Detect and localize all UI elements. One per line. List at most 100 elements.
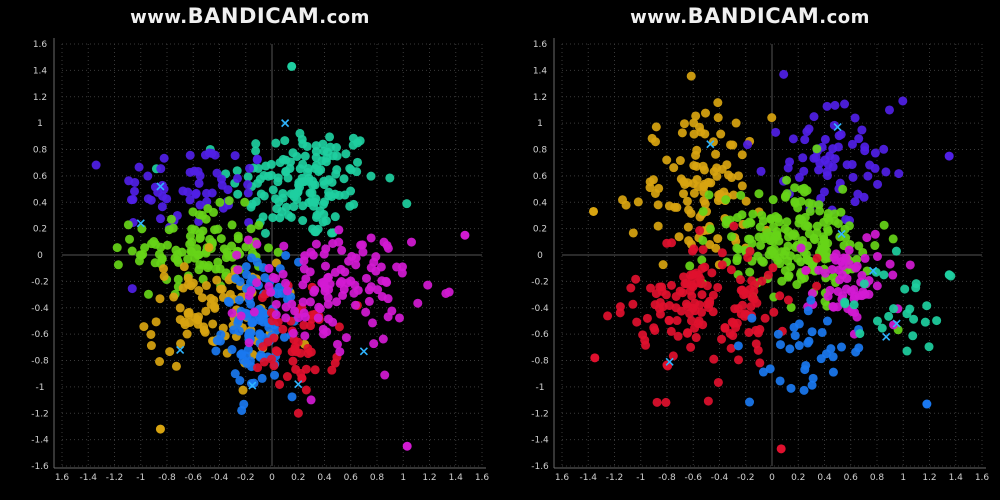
data-point-purple bbox=[193, 166, 203, 176]
data-point-green bbox=[775, 253, 785, 263]
data-point-gold bbox=[692, 145, 702, 155]
x-tick-label: 1.4 bbox=[449, 473, 464, 483]
data-point-gold bbox=[183, 308, 193, 318]
data-point-gold bbox=[737, 181, 747, 191]
data-point-gold bbox=[176, 339, 186, 349]
data-point-teal bbox=[258, 212, 268, 222]
data-point-magenta bbox=[395, 313, 405, 323]
y-tick-label: 1.4 bbox=[533, 66, 548, 76]
data-point-purple bbox=[230, 151, 240, 161]
data-point-red bbox=[661, 397, 671, 407]
data-point-red bbox=[649, 323, 659, 333]
data-point-red bbox=[686, 342, 696, 352]
data-point-purple bbox=[157, 202, 167, 212]
data-point-red bbox=[700, 262, 710, 272]
data-point-red bbox=[740, 309, 750, 319]
data-point-green bbox=[798, 236, 808, 246]
y-tick-label: -0.6 bbox=[531, 330, 549, 340]
data-point-teal bbox=[298, 201, 308, 211]
center-marker-stroke bbox=[868, 266, 878, 275]
data-point-teal bbox=[311, 147, 321, 157]
data-point-blue bbox=[257, 373, 267, 383]
data-point-gold bbox=[146, 329, 156, 339]
data-point-teal bbox=[253, 163, 263, 173]
data-point-gold bbox=[139, 322, 149, 332]
data-point-gold bbox=[686, 71, 696, 81]
data-point-magenta bbox=[423, 280, 433, 290]
data-point-teal bbox=[271, 194, 281, 204]
data-point-gold bbox=[696, 127, 706, 137]
data-point-magenta bbox=[244, 291, 254, 301]
data-point-blue bbox=[828, 352, 838, 362]
data-point-teal bbox=[281, 202, 291, 212]
data-point-blue bbox=[799, 385, 809, 395]
data-point-green bbox=[164, 225, 174, 235]
center-marker-stroke bbox=[882, 332, 891, 341]
data-point-magenta bbox=[335, 347, 345, 357]
data-point-green bbox=[157, 254, 167, 264]
data-point-red bbox=[657, 282, 667, 292]
data-point-green bbox=[127, 246, 137, 256]
data-point-green bbox=[150, 258, 160, 268]
data-point-teal bbox=[332, 151, 342, 161]
data-point-magenta bbox=[366, 233, 376, 243]
data-point-blue bbox=[244, 328, 254, 338]
data-point-green bbox=[173, 274, 183, 284]
data-point-blue bbox=[287, 392, 297, 402]
data-point-green bbox=[809, 233, 819, 243]
data-point-purple bbox=[825, 151, 835, 161]
data-point-magenta bbox=[860, 253, 870, 263]
data-point-green bbox=[195, 233, 205, 243]
x-tick-label: -1.2 bbox=[106, 473, 124, 483]
y-tick-label: 1.2 bbox=[33, 93, 47, 103]
data-point-magenta bbox=[889, 320, 899, 330]
data-point-green bbox=[807, 199, 817, 209]
data-point-blue bbox=[803, 338, 813, 348]
data-point-blue bbox=[227, 345, 237, 355]
data-point-magenta bbox=[323, 299, 333, 309]
data-point-gold bbox=[155, 294, 165, 304]
data-point-green bbox=[838, 184, 848, 194]
data-point-red bbox=[726, 265, 736, 275]
x-tick-label: 0.6 bbox=[844, 473, 859, 483]
data-point-gold bbox=[589, 206, 598, 216]
data-point-teal bbox=[278, 193, 288, 203]
data-point-blue bbox=[775, 340, 785, 350]
x-tick-label: 1.4 bbox=[949, 473, 964, 483]
data-point-purple bbox=[127, 284, 137, 294]
data-point-purple bbox=[822, 171, 832, 181]
x-tick-label: 0 bbox=[769, 473, 775, 483]
data-point-green bbox=[273, 247, 283, 257]
data-point-teal bbox=[902, 346, 912, 356]
data-point-blue bbox=[822, 316, 832, 326]
data-point-red bbox=[590, 353, 600, 363]
watermark-brand: BANDICAM bbox=[687, 4, 820, 28]
x-tick-label: -0.4 bbox=[211, 473, 229, 483]
data-point-gold bbox=[679, 119, 689, 129]
cluster-center-marker bbox=[665, 357, 674, 366]
data-point-red bbox=[697, 307, 707, 317]
data-point-teal bbox=[353, 138, 363, 148]
data-point-teal bbox=[251, 146, 261, 156]
data-point-teal bbox=[871, 267, 881, 277]
data-point-gold bbox=[737, 150, 747, 160]
data-point-purple bbox=[194, 178, 204, 188]
data-point-purple bbox=[863, 171, 873, 181]
data-point-blue bbox=[817, 327, 827, 337]
data-point-teal bbox=[251, 196, 261, 206]
data-point-red bbox=[709, 354, 719, 364]
data-point-purple bbox=[814, 165, 824, 175]
data-point-magenta bbox=[888, 270, 898, 280]
data-point-green bbox=[219, 244, 229, 254]
data-point-green bbox=[788, 230, 798, 240]
data-point-gold bbox=[209, 295, 219, 305]
data-point-green bbox=[241, 242, 251, 252]
y-tick-label: -1.4 bbox=[531, 436, 549, 446]
data-point-green bbox=[183, 254, 193, 264]
data-point-green bbox=[162, 240, 172, 250]
data-point-magenta bbox=[870, 229, 880, 239]
data-point-teal bbox=[303, 163, 313, 173]
data-point-magenta bbox=[332, 339, 342, 349]
data-point-magenta bbox=[353, 285, 363, 295]
data-point-magenta bbox=[305, 297, 315, 307]
